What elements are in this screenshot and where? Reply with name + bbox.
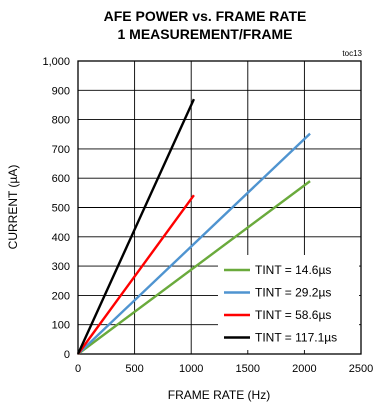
y-tick-label: 300 [52,261,70,273]
y-tick-label: 600 [52,173,70,185]
y-tick-label: 100 [52,320,70,332]
series-line-3 [77,194,195,355]
series-line-2 [77,132,311,355]
chart-title-line-2: 1 MEASUREMENT/FRAME [117,26,292,42]
x-axis-label: FRAME RATE (Hz) [168,388,270,402]
series-layer [76,98,311,355]
y-tick-label: 500 [52,203,70,215]
legend: TINT = 14.6µs TINT = 29.2µs TINT = 58.6µs T… [224,263,337,345]
y-tick-labels: 0 100 200 300 400 500 600 700 800 900 1,000 [42,56,70,361]
y-tick-label: 900 [52,85,70,97]
y-tick-label: 400 [52,232,70,244]
legend-label-2: TINT = 29.2µs [255,286,331,300]
legend-label-1: TINT = 14.6µs [255,263,331,277]
y-axis-label: CURRENT (µA) [6,165,20,250]
legend-label-3: TINT = 58.6µs [255,308,331,322]
x-tick-label: 2500 [349,363,373,375]
x-tick-label: 1000 [179,363,203,375]
figure-tag: toc13 [342,49,362,58]
y-tick-label: 200 [52,290,70,302]
y-tick-label: 0 [64,349,70,361]
x-tick-label: 2000 [292,363,316,375]
x-tick-labels: 0 500 1000 1500 2000 2500 [75,363,373,375]
series-line-1 [77,180,311,355]
y-tick-label: 800 [52,115,70,127]
chart-title-line-1: AFE POWER vs. FRAME RATE [104,8,307,24]
plot-frame [77,60,362,355]
x-tick-label: 500 [125,363,143,375]
legend-label-4: TINT = 117.1µs [255,331,337,345]
x-tick-label: 0 [75,363,81,375]
y-tick-label: 700 [52,144,70,156]
x-tick-label: 1500 [236,363,260,375]
series-line-4 [76,98,196,355]
y-tick-label: 1,000 [42,56,70,68]
